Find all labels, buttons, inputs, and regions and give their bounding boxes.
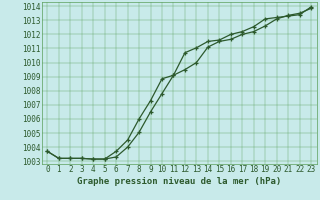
X-axis label: Graphe pression niveau de la mer (hPa): Graphe pression niveau de la mer (hPa)	[77, 177, 281, 186]
